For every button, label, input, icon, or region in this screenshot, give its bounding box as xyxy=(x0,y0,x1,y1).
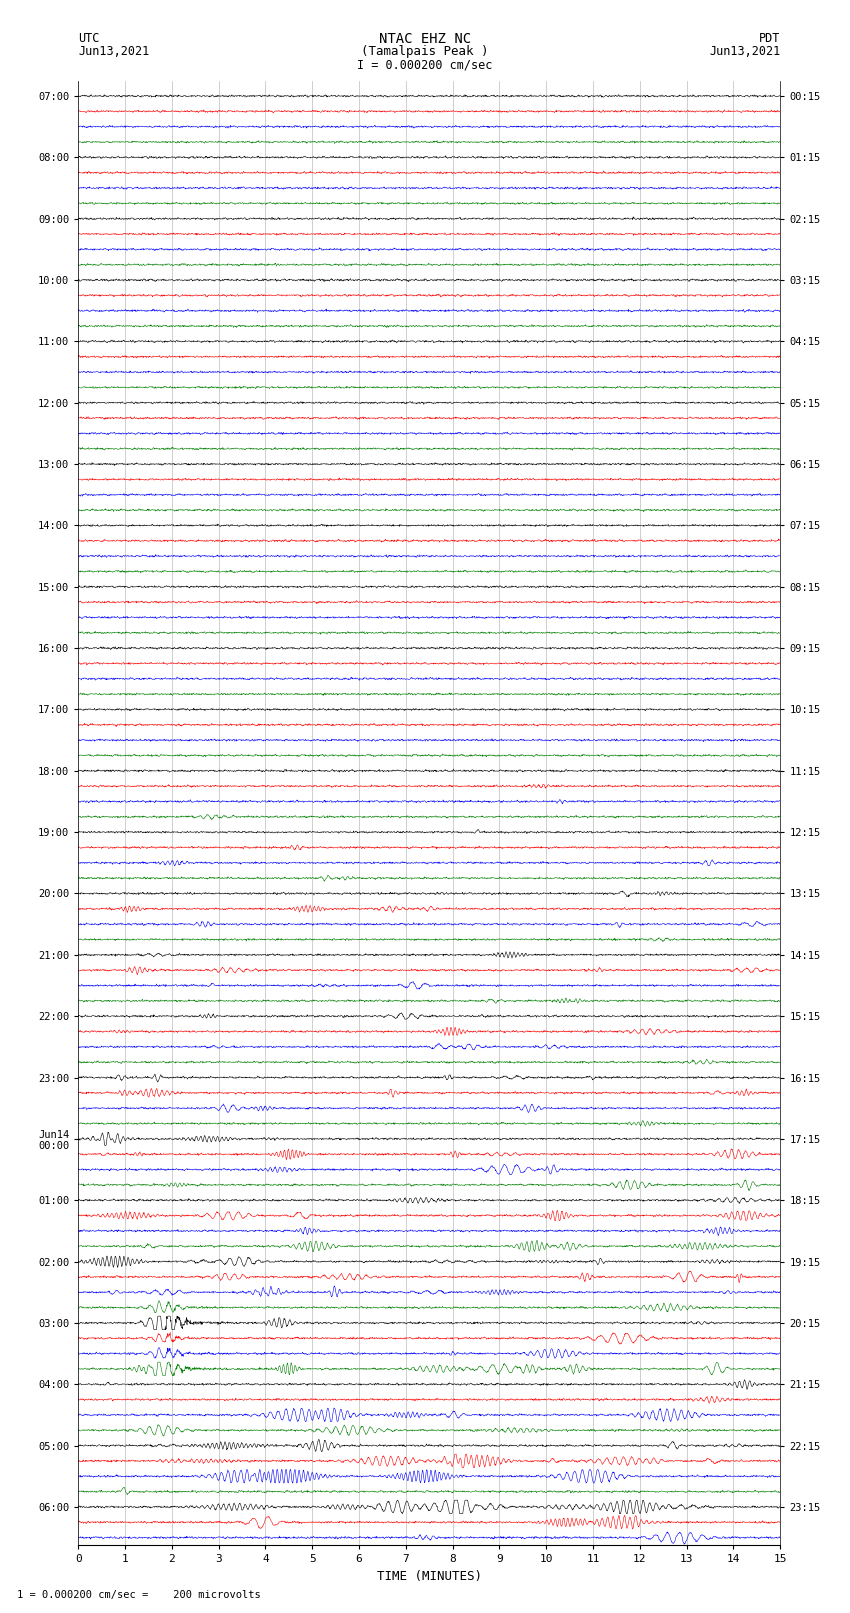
Text: Jun13,2021: Jun13,2021 xyxy=(78,45,150,58)
Text: I = 0.000200 cm/sec: I = 0.000200 cm/sec xyxy=(357,58,493,71)
Text: (Tamalpais Peak ): (Tamalpais Peak ) xyxy=(361,45,489,58)
Text: UTC: UTC xyxy=(78,32,99,45)
Text: NTAC EHZ NC: NTAC EHZ NC xyxy=(379,32,471,47)
Text: PDT: PDT xyxy=(759,32,780,45)
X-axis label: TIME (MINUTES): TIME (MINUTES) xyxy=(377,1569,482,1582)
Text: Jun13,2021: Jun13,2021 xyxy=(709,45,780,58)
Text: 1 = 0.000200 cm/sec =    200 microvolts: 1 = 0.000200 cm/sec = 200 microvolts xyxy=(17,1590,261,1600)
